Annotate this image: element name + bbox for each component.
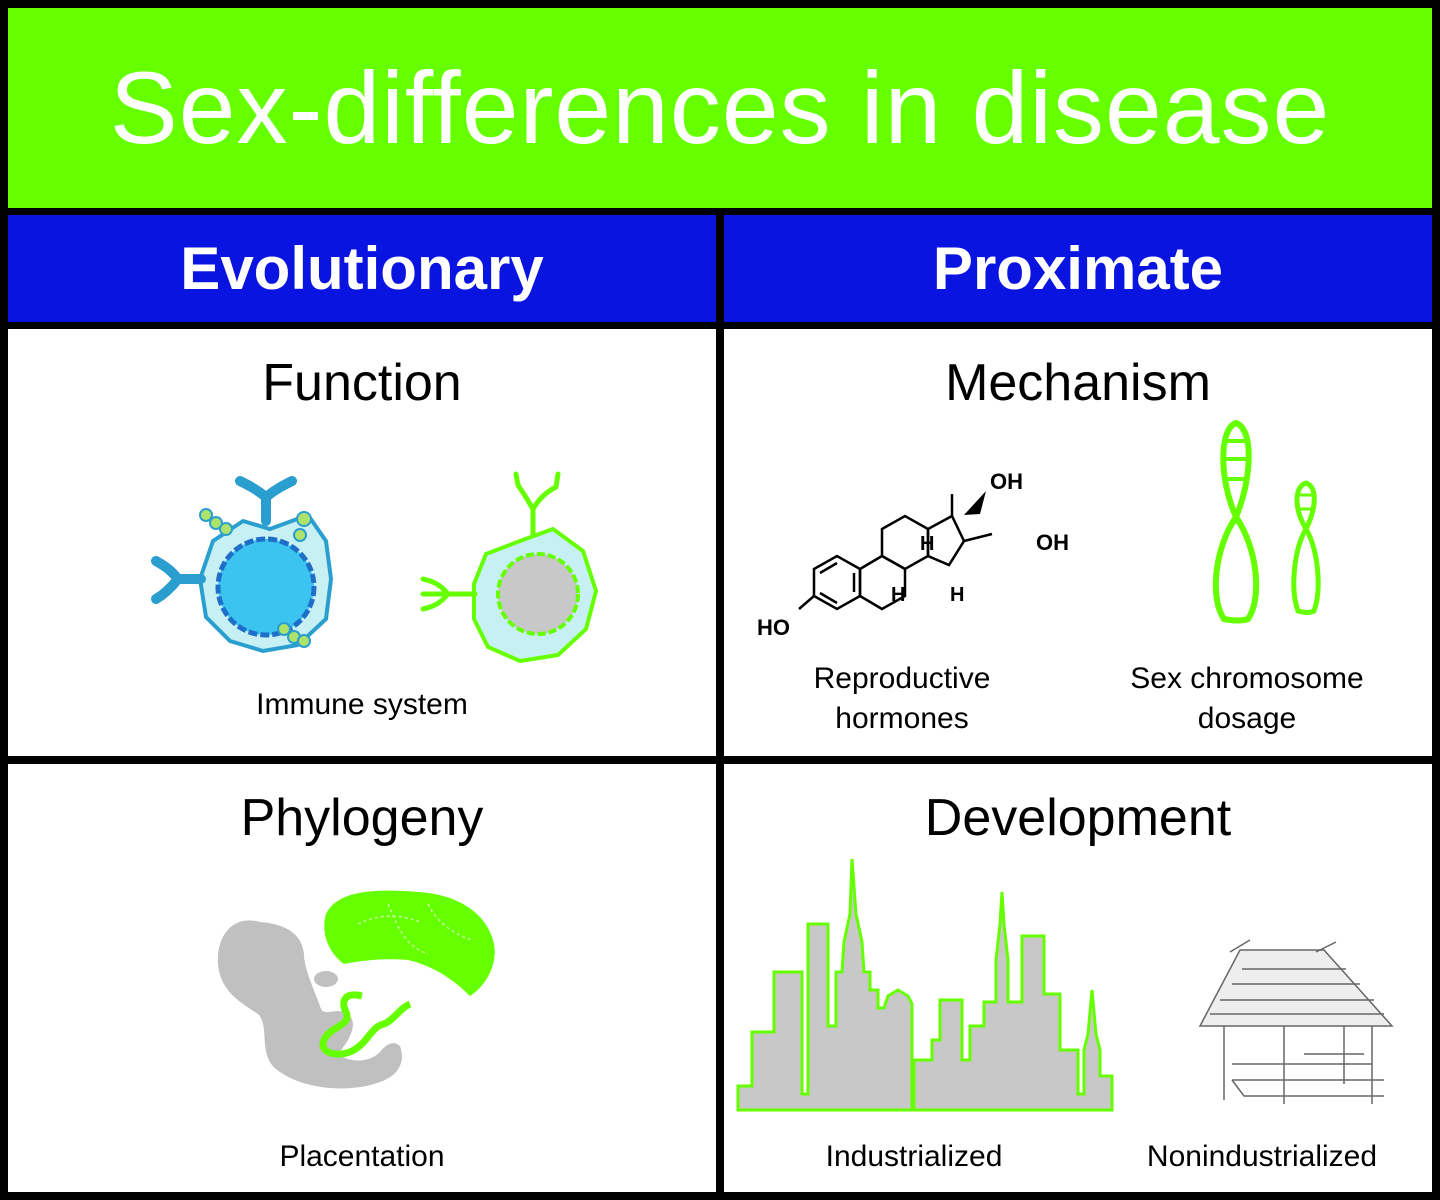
column-header-proximate: Proximate [724,215,1432,322]
caption-industrialized: Industrialized [825,1140,1003,1173]
placentation-illustration [217,890,495,1089]
caption-immune-system: Immune system [256,688,468,721]
ho-label: HO [757,615,790,640]
panel-development-heading: Development [924,789,1232,847]
placenta-icon [324,890,495,996]
immune-cells-illustration [151,471,599,664]
steroid-molecule-illustration: OH OH HO H H H [757,469,1069,640]
fetus-icon [217,920,402,1089]
development-illustration [736,858,1394,1112]
page-title: Sex-differences in disease [109,50,1331,165]
h-label-2: H [891,584,905,606]
caption-reproductive-hormones: Reproductive hormones [813,662,991,735]
y-chromosome-icon [1291,480,1321,615]
steroid-rings-icon [798,494,993,611]
column-header-evolutionary-label: Evolutionary [180,235,544,302]
column-header-proximate-label: Proximate [932,235,1224,302]
caption-placentation: Placentation [279,1140,445,1173]
caption-sex-chromosome-dosage: Sex chromosome dosage [1130,662,1364,735]
h-label-1: H [920,533,934,555]
oh-top-label: OH [990,469,1023,494]
blue-immune-cell-icon [151,476,334,654]
sex-chromosomes-illustration [1212,419,1321,624]
panel-mechanism-heading: Mechanism [945,354,1211,412]
panel-phylogeny-heading: Phylogeny [240,789,484,847]
panel-phylogeny: Phylogeny Placentation [8,764,716,1192]
panel-function: Function Immune system [8,329,716,756]
x-chromosome-icon [1212,419,1260,624]
umbilical-cord-icon [319,991,412,1058]
h-label-3: H [950,584,964,606]
city-skyline-icon [736,858,1114,1112]
green-immune-cell-icon [420,471,599,664]
panel-function-heading: Function [262,354,462,412]
caption-nonindustrialized: Nonindustrialized [1146,1140,1378,1173]
hut-icon [1198,939,1394,1104]
title-banner: Sex-differences in disease [8,8,1432,208]
panel-development: Development Industrialized Nonindustrial… [724,764,1432,1192]
panel-mechanism: Mechanism OH OH HO H H H [724,329,1432,756]
oh-right-label: OH [1036,530,1069,555]
column-header-evolutionary: Evolutionary [8,215,716,322]
